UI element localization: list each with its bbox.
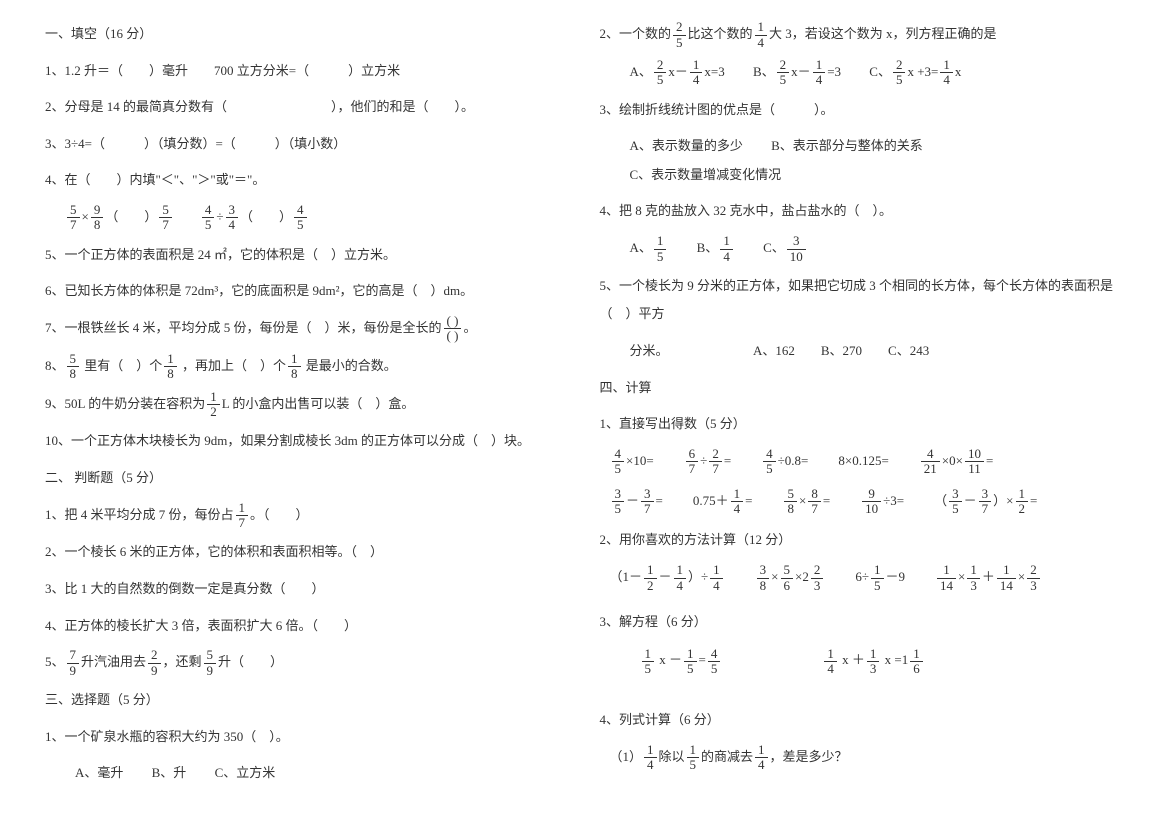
fraction: 45 [202,203,215,233]
fraction: 15 [687,743,700,773]
fraction: 14 [755,20,768,50]
q3-3: 3、绘制折线统计图的优点是（ ）。 [600,96,1125,125]
expr: 8×0.125= [838,447,888,477]
expr: 45×10= [610,447,654,477]
q2-5: 5、79升汽油用去29，还剩59升（ ） [45,648,570,678]
equation: 15 x －15=45 [640,646,723,676]
option-a: A、毫升 [75,759,123,788]
expr: 35－37= [610,487,663,517]
expr: 38×56×223 [755,563,826,593]
left-column: 一、填空（16 分） 1、1.2 升＝（ ）毫升 700 立方分米=（ ）立方米… [30,20,585,806]
q3-4-options: A、15 B、14 C、310 [600,234,1125,264]
expr: 45÷0.8= [761,447,808,477]
option-a: A、25x－14x=3 [630,58,725,88]
equation: 14 x ＋13 x =116 [822,646,924,676]
fraction: 25 [673,20,686,50]
section-1-title: 一、填空（16 分） [45,20,570,49]
q3-5-line2: 分米。 A、162 B、270 C、243 [600,337,1125,366]
fraction: 14 [644,743,657,773]
calc-row-3: （1－12－14）÷14 38×56×223 6÷15－9 114×13＋114… [600,563,1125,593]
option-b: B、25x－14=3 [753,58,841,88]
expr: （35－37）×12= [934,487,1037,517]
q3-5: 5、一个棱长为 9 分米的正方体，如果把它切成 3 个相同的长方体，每个长方体的… [600,272,1125,329]
q1-1: 1、1.2 升＝（ ）毫升 700 立方分米=（ ）立方米 [45,57,570,86]
fraction-blank: ( )( ) [444,314,462,344]
expr: 910÷3= [860,487,904,517]
fraction: 34 [226,203,239,233]
q2-4: 4、正方体的棱长扩大 3 倍，表面积扩大 6 倍。（ ） [45,612,570,641]
q1-5: 5、一个正方体的表面积是 24 ㎡，它的体积是（ ）立方米。 [45,241,570,270]
q3-1: 1、一个矿泉水瓶的容积大约为 350（ ）。 [45,723,570,752]
q3-4: 4、把 8 克的盐放入 32 克水中，盐占盐水的（ ）。 [600,197,1125,226]
q1-6: 6、已知长方体的体积是 72dm³，它的底面积是 9dm²，它的高是（ ）dm。 [45,277,570,306]
expr: 67÷27= [684,447,731,477]
q3-3-options: A、表示数量的多少 B、表示部分与整体的关系 C、表示数量增减变化情况 [600,132,1125,189]
q4-4-sub: （1）14除以15的商减去14，差是多少？ [600,743,1125,773]
fraction: 58 [67,352,80,382]
expr: 421×0×1011= [919,447,994,477]
option-b: B、升 [152,759,187,788]
option-a: A、表示数量的多少 [630,132,743,161]
expr: 6÷15－9 [855,563,905,593]
fraction: 59 [204,648,217,678]
equation-row: 15 x －15=45 14 x ＋13 x =116 [600,646,1125,676]
q1-8: 8、58 里有（ ）个18 ，再加上（ ）个18 是最小的合数。 [45,352,570,382]
q1-3: 3、3÷4=（ ）（填分数）=（ ）（填小数） [45,130,570,159]
q2-3: 3、比 1 大的自然数的倒数一定是真分数（ ） [45,575,570,604]
section-3-title: 三、选择题（5 分） [45,686,570,715]
option-c: C、表示数量增减变化情况 [630,161,782,190]
q4-4: 4、列式计算（6 分） [600,706,1125,735]
q1-2: 2、分母是 14 的最简真分数有（ ），他们的和是（ ）。 [45,93,570,122]
expr: （1－12－14）÷14 [610,563,725,593]
fraction: 17 [236,501,249,531]
q4-3: 3、解方程（6 分） [600,608,1125,637]
q1-4: 4、在（ ）内填"＜"、"＞"或"＝"。 [45,166,570,195]
option-b: B、14 [697,234,735,264]
expr: 58×87= [782,487,830,517]
option-c: C、25x +3=14x [869,58,961,88]
fraction: 57 [67,203,80,233]
section-4-title: 四、计算 [600,374,1125,403]
section-2-title: 二、 判断题（5 分） [45,464,570,493]
option-c: C、立方米 [215,759,276,788]
q4-2: 2、用你喜欢的方法计算（12 分） [600,526,1125,555]
fraction: 18 [288,352,301,382]
expr: 114×13＋114×23 [935,563,1042,593]
fraction: 57 [159,203,172,233]
option-b: B、表示部分与整体的关系 [771,132,923,161]
expr: 0.75＋14= [693,487,753,517]
q3-2-options: A、25x－14x=3 B、25x－14=3 C、25x +3=14x [600,58,1125,88]
q1-7: 7、一根铁丝长 4 米，平均分成 5 份，每份是（ ）米，每份是全长的( )( … [45,314,570,344]
q1-9: 9、50L 的牛奶分装在容积为12L 的小盒内出售可以装（ ）盒。 [45,390,570,420]
q2-1: 1、把 4 米平均分成 7 份，每份占17。（ ） [45,501,570,531]
fraction: 79 [67,648,80,678]
right-column: 2、一个数的25比这个数的14大 3，若设这个数为 x，列方程正确的是 A、25… [585,20,1140,806]
fraction: 14 [755,743,768,773]
q1-4-expr: 57×98（ ）57 45÷34（ ）45 [45,203,570,233]
q3-2: 2、一个数的25比这个数的14大 3，若设这个数为 x，列方程正确的是 [600,20,1125,50]
fraction: 98 [91,203,104,233]
q2-2: 2、一个棱长 6 米的正方体，它的体积和表面积相等。（ ） [45,538,570,567]
option-c: C、310 [763,234,808,264]
q4-1: 1、直接写出得数（5 分） [600,410,1125,439]
fraction: 45 [294,203,307,233]
fraction: 12 [207,390,220,420]
fraction: 29 [148,648,161,678]
q1-10: 10、一个正方体木块棱长为 9dm，如果分割成棱长 3dm 的正方体可以分成（ … [45,427,570,456]
calc-row-1: 45×10= 67÷27= 45÷0.8= 8×0.125= 421×0×101… [600,447,1125,477]
fraction: 18 [164,352,177,382]
option-a: A、15 [630,234,669,264]
q3-1-options: A、毫升 B、升 C、立方米 [45,759,570,788]
calc-row-2: 35－37= 0.75＋14= 58×87= 910÷3= （35－37）×12… [600,487,1125,517]
